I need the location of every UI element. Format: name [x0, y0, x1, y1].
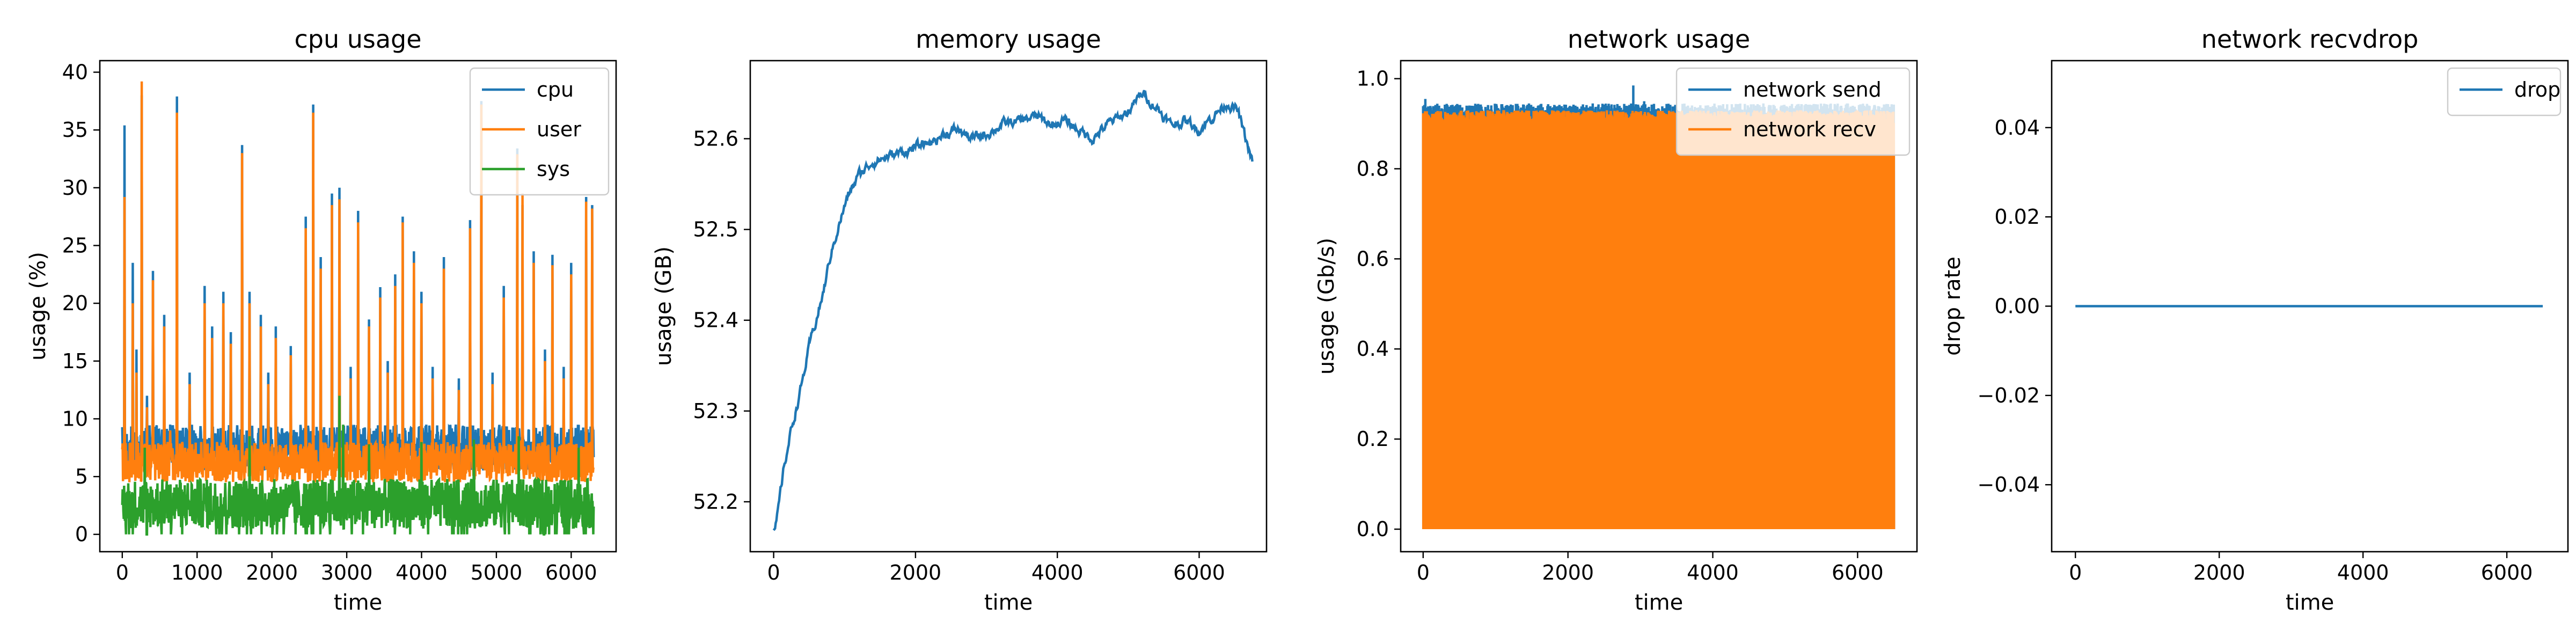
legend-box	[2447, 67, 2562, 116]
y-tick-label: 20	[62, 291, 88, 315]
y-tick-label: 52.6	[693, 127, 738, 150]
x-tick-label: 0	[1417, 561, 1430, 584]
legend: drop	[2447, 67, 2562, 116]
y-axis-label: usage (GB)	[652, 246, 676, 366]
chart-title: network usage	[1568, 25, 1750, 54]
y-tick-label: 40	[62, 61, 88, 84]
y-tick-label: 35	[62, 118, 88, 142]
axes-frame	[99, 60, 617, 553]
subplot-3: 0 2000 4000 6000 0.0 0.2 0.4 0.6 0.8 1.0 network u…	[1314, 25, 1918, 615]
axes-frame	[749, 60, 1268, 553]
x-tick-label: 4000	[2337, 561, 2389, 584]
x-tick-label: 2000	[890, 561, 942, 584]
x-tick-label: 6000	[1832, 561, 1884, 584]
series-memory	[772, 90, 1254, 531]
x-tick-label: 3000	[321, 561, 373, 584]
x-tick-label: 5000	[471, 561, 523, 584]
y-tick-label: 5	[75, 465, 88, 488]
legend-label: user	[537, 118, 581, 141]
y-tick-label: 52.4	[693, 309, 738, 332]
legend-label: drop	[2514, 78, 2560, 101]
x-tick-label: 6000	[545, 561, 597, 584]
y-tick-label: 0.02	[1994, 205, 2040, 229]
x-tick-label: 1000	[171, 561, 223, 584]
y-tick-label: 0.8	[1357, 157, 1389, 180]
y-tick-label: 0.0	[1357, 517, 1389, 541]
y-tick-label: 10	[62, 407, 88, 430]
y-axis-label: usage (%)	[26, 252, 50, 361]
chart-title: network recvdrop	[2201, 25, 2419, 54]
x-tick-label: 6000	[1173, 561, 1225, 584]
legend-label: cpu	[537, 78, 574, 101]
y-tick-label: 30	[62, 176, 88, 200]
y-tick-label: 0.2	[1357, 427, 1389, 451]
x-tick-label: 4000	[1031, 561, 1084, 584]
y-axis-label: drop rate	[1941, 257, 1965, 356]
x-tick-label: 0	[116, 561, 129, 584]
y-tick-label: 0.6	[1357, 247, 1389, 270]
y-tick-label: 15	[62, 349, 88, 373]
series-network-recv	[1422, 110, 1896, 530]
y-tick-label: 0	[75, 523, 88, 546]
y-tick-label: 52.2	[693, 490, 738, 514]
x-tick-label: 2000	[2193, 561, 2245, 584]
y-tick-label: 0.00	[1994, 295, 2040, 318]
subplot-2: 0 2000 4000 6000 52.2 52.3 52.4 52.5 52.6 memory …	[652, 25, 1268, 615]
plot-area	[121, 81, 595, 536]
x-tick-label: 2000	[1542, 561, 1594, 584]
plot-area	[1422, 85, 1896, 530]
x-tick-label: 4000	[396, 561, 448, 584]
legend: network send network recv	[1675, 67, 1911, 156]
legend: cpu user sys	[469, 67, 610, 196]
y-tick-label: 0.4	[1357, 337, 1389, 361]
chart-title: memory usage	[916, 25, 1101, 54]
axes-frame	[1400, 60, 1918, 553]
legend-label: network send	[1743, 78, 1882, 101]
subplot-1: 0 1000 2000 3000 4000 5000 6000 0 5 10 15 20 25 30 35 4…	[26, 25, 617, 615]
chart-title: cpu usage	[294, 25, 421, 54]
y-tick-label: 25	[62, 233, 88, 257]
y-tick-label: 0.04	[1994, 116, 2040, 140]
series-user	[121, 81, 595, 485]
y-tick-label: −0.04	[1978, 473, 2040, 496]
x-axis-label: time	[2286, 590, 2334, 615]
plot-area	[772, 90, 1254, 531]
subplot-4: 0 2000 4000 6000 −0.04 −0.02 0.00 0.02 0.04 netwo…	[1941, 25, 2569, 615]
x-axis-label: time	[984, 590, 1033, 615]
y-tick-label: 1.0	[1357, 67, 1389, 91]
legend-label: sys	[537, 157, 570, 181]
x-tick-label: 6000	[2481, 561, 2533, 584]
legend-box	[1675, 67, 1911, 156]
y-tick-label: 52.5	[693, 218, 738, 241]
legend-box	[469, 67, 610, 196]
series-sys	[121, 396, 595, 536]
x-tick-label: 0	[2069, 561, 2082, 584]
legend-label: network recv	[1743, 118, 1876, 141]
x-tick-label: 4000	[1687, 561, 1739, 584]
x-axis-label: time	[1635, 590, 1683, 615]
x-tick-label: 0	[767, 561, 780, 584]
y-tick-label: −0.02	[1978, 384, 2040, 407]
x-axis-label: time	[334, 590, 382, 615]
x-tick-label: 2000	[246, 561, 298, 584]
y-tick-label: 52.3	[693, 399, 738, 423]
y-axis-label: usage (Gb/s)	[1314, 238, 1339, 375]
